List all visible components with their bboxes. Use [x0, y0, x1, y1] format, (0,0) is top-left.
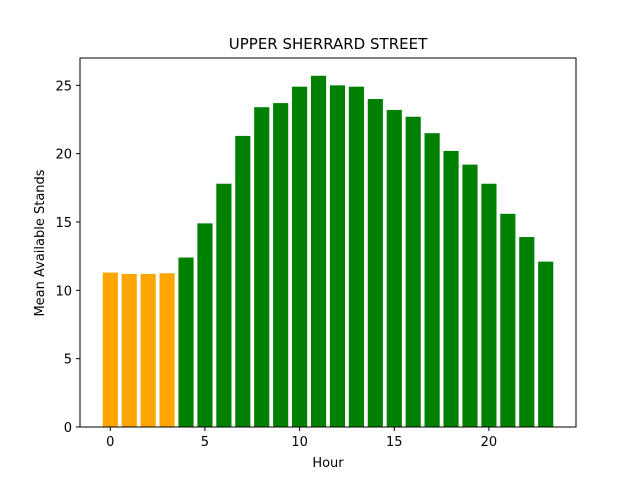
x-axis-label: Hour [312, 456, 344, 471]
x-tick-label: 5 [201, 435, 209, 450]
bar-hour-19 [462, 164, 478, 427]
y-tick-label: 25 [55, 79, 72, 94]
bar-hour-23 [538, 261, 554, 427]
bar-hour-5 [197, 223, 213, 427]
y-axis-label: Mean Available Stands [33, 169, 48, 316]
x-axis-ticks: 0 5 10 15 20 [106, 427, 497, 450]
bars-group [102, 75, 554, 428]
bar-hour-6 [216, 183, 232, 427]
bar-hour-12 [329, 85, 346, 427]
y-tick-label: 0 [64, 421, 72, 436]
y-axis-ticks: 0 5 10 15 20 25 [55, 79, 80, 436]
bar-hour-21 [500, 213, 516, 427]
bar-hour-15 [386, 109, 402, 427]
bar-hour-7 [235, 135, 251, 427]
plot-area-frame [79, 57, 577, 428]
bar-hour-18 [443, 150, 459, 427]
bar-hour-16 [405, 116, 421, 428]
bar-hour-22 [519, 237, 535, 427]
x-tick-label: 15 [386, 435, 403, 450]
y-tick-label: 10 [55, 284, 72, 299]
bar-hour-9 [273, 103, 289, 427]
x-tick-label: 0 [106, 435, 114, 450]
bar-hour-17 [424, 133, 440, 427]
bar-hour-14 [367, 99, 383, 427]
y-tick-label: 20 [55, 148, 72, 163]
bar-hour-3 [159, 273, 175, 427]
chart-title: UPPER SHERRARD STREET [229, 35, 428, 53]
bar-hour-8 [254, 107, 270, 427]
bar-hour-10 [292, 86, 308, 427]
x-tick-label: 10 [291, 435, 308, 450]
y-tick-label: 15 [55, 216, 72, 231]
bar-hour-2 [140, 273, 156, 427]
bar-hour-1 [121, 273, 137, 427]
y-tick-label: 5 [64, 353, 72, 368]
bar-hour-20 [481, 183, 497, 427]
bar-hour-0 [102, 272, 118, 427]
bar-hour-4 [178, 257, 194, 427]
x-tick-label: 20 [481, 435, 498, 450]
bar-hour-11 [310, 75, 327, 428]
bar-hour-13 [348, 86, 364, 427]
